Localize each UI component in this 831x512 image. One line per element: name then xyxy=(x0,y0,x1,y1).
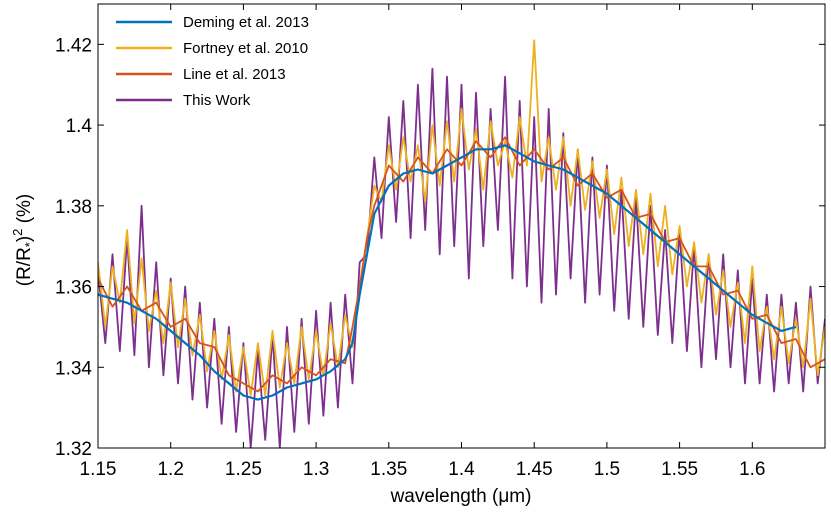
legend-label: Line et al. 2013 xyxy=(183,66,286,83)
legend-label: Fortney et al. 2010 xyxy=(183,40,308,57)
legend: Deming et al. 2013 Fortney et al. 2010 Lin… xyxy=(116,14,309,109)
x-tick-label: 1.3 xyxy=(303,459,329,480)
ticks-layer: 1.15 1.2 1.25 1.3 1.35 1.4 1.45 1.5 1.55 1.6 1.32 1… xyxy=(55,4,825,480)
x-tick-label: 1.35 xyxy=(370,459,407,480)
x-tick-label: 1.2 xyxy=(157,459,183,480)
y-axis-title: (R/R*)2 (%) xyxy=(10,194,37,287)
x-axis-title-unit-end: m) xyxy=(509,486,531,507)
y-tick-label: 1.42 xyxy=(55,35,92,56)
series-layer xyxy=(98,39,825,448)
x-axis-title-mu: μ xyxy=(498,486,509,507)
series-line-line-et-al-2013 xyxy=(98,136,825,393)
y-axis-title-ratio: (R/R xyxy=(14,247,35,286)
x-axis-title-text: wavelength ( xyxy=(390,486,499,507)
y-tick-label: 1.4 xyxy=(66,116,93,137)
y-tick-label: 1.34 xyxy=(55,358,92,379)
legend-label: Deming et al. 2013 xyxy=(183,14,309,31)
x-tick-label: 1.25 xyxy=(225,459,262,480)
y-tick-label: 1.32 xyxy=(55,439,92,460)
series-line-this-work xyxy=(98,67,825,448)
x-tick-label: 1.5 xyxy=(594,459,620,480)
series-line-deming-et-al-2013 xyxy=(98,144,797,401)
x-tick-label: 1.55 xyxy=(661,459,698,480)
y-axis-title-unit: (%) xyxy=(14,194,35,229)
legend-label: This Work xyxy=(183,92,251,109)
y-tick-label: 1.38 xyxy=(55,197,92,218)
x-tick-label: 1.45 xyxy=(516,459,553,480)
x-axis-title: wavelength (μm) xyxy=(390,486,532,507)
series-line-fortney-et-al-2010 xyxy=(98,39,825,397)
y-axis-title-paren: ) xyxy=(14,236,35,242)
y-axis-title-star: * xyxy=(22,242,37,247)
x-tick-label: 1.15 xyxy=(80,459,117,480)
x-tick-label: 1.6 xyxy=(739,459,765,480)
y-axis-title-exponent: 2 xyxy=(10,229,25,236)
x-tick-label: 1.4 xyxy=(448,459,475,480)
y-tick-label: 1.36 xyxy=(55,278,92,299)
